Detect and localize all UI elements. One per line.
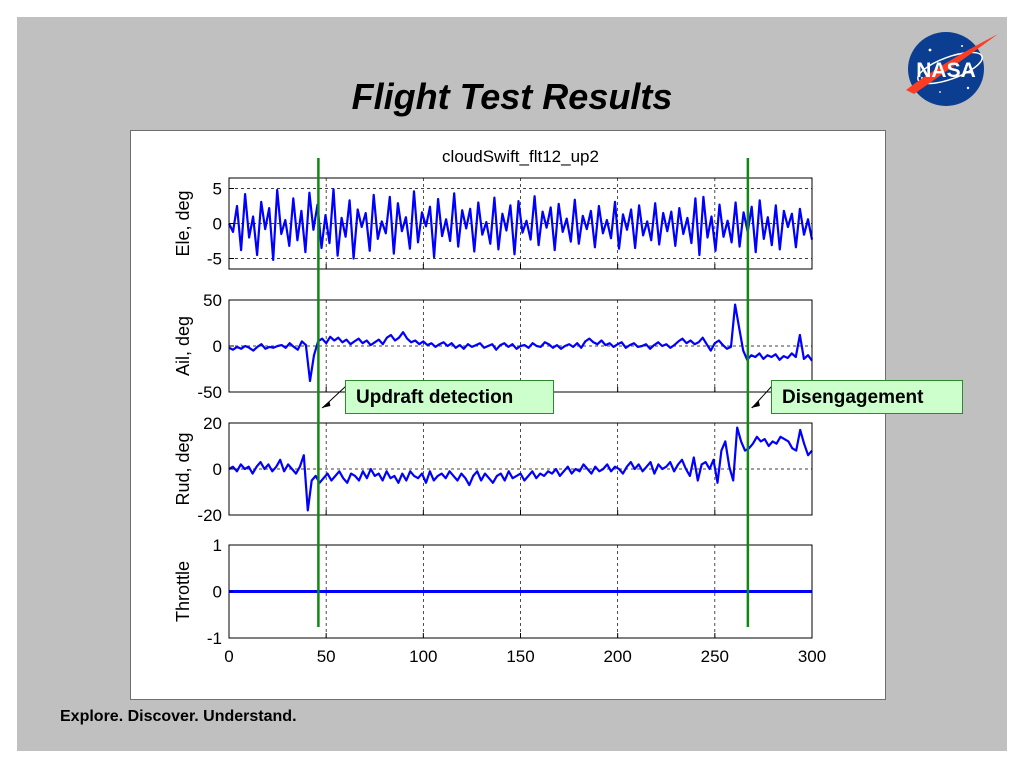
subplot-0-ytick-label: 5 [213, 180, 222, 199]
figure-panel: cloudSwift_flt12_up2 5 0 -5 Ele, deg 50 0 -50 Ai… [130, 130, 886, 700]
subplot-2-ytick-label: 0 [213, 460, 222, 479]
updraft-pointer-arrowhead [321, 401, 331, 408]
x-tick-label-0: 0 [224, 647, 233, 666]
subplot-1-ytick-label: 0 [213, 337, 222, 356]
x-tick-label-300: 300 [798, 647, 826, 666]
chart-title: cloudSwift_flt12_up2 [442, 147, 599, 166]
disengage-pointer-arrowhead [750, 401, 760, 408]
subplot-2-ytick-label: -20 [197, 506, 222, 525]
subplot-1-ytick-label: 50 [203, 291, 222, 310]
subplot-1-ylabel: Ail, deg [173, 316, 193, 376]
subplot-1-series-line [228, 303, 813, 383]
x-tick-label-200: 200 [603, 647, 631, 666]
page-title: Flight Test Results [351, 76, 673, 117]
subplot-2-ytick-label: 20 [203, 414, 222, 433]
subplot-0-series-line [228, 188, 814, 261]
x-tick-label-50: 50 [317, 647, 336, 666]
nasa-logo-icon: NASA [906, 32, 998, 106]
subplot-3-ytick-label: -1 [207, 629, 222, 648]
subplot-0-ytick-label: 0 [213, 215, 222, 234]
svg-text:NASA: NASA [916, 59, 976, 82]
x-tick-label-150: 150 [506, 647, 534, 666]
x-tick-label-100: 100 [409, 647, 437, 666]
disengagement-callout: Disengagement [771, 380, 963, 414]
subplot-2-series-line [228, 426, 813, 512]
subplot-3-ytick-label: 0 [213, 583, 222, 602]
subplot-0-ytick-label: -5 [207, 250, 222, 269]
subplot-2-ylabel: Rud, deg [173, 432, 193, 505]
subplot-0-ylabel: Ele, deg [173, 190, 193, 256]
footer-tagline: Explore. Discover. Understand. [60, 708, 297, 725]
subplot-3-ytick-label: 1 [213, 536, 222, 555]
updraft-detection-callout: Updraft detection [345, 380, 554, 414]
subplot-1-ytick-label: -50 [197, 383, 222, 402]
subplot-3-ylabel: Throttle [173, 561, 193, 622]
x-tick-label-250: 250 [701, 647, 729, 666]
